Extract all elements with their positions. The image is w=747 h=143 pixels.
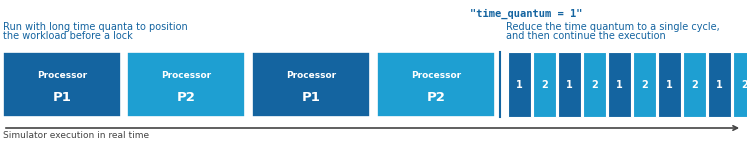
Bar xyxy=(3,52,121,117)
Bar xyxy=(583,52,606,117)
Text: Processor: Processor xyxy=(411,71,461,80)
Text: 1: 1 xyxy=(616,80,623,90)
Bar xyxy=(252,52,370,117)
Text: 1: 1 xyxy=(666,80,673,90)
Bar xyxy=(733,52,747,117)
Bar xyxy=(608,52,631,117)
Text: Processor: Processor xyxy=(286,71,336,80)
Bar xyxy=(508,52,531,117)
Text: the workload before a lock: the workload before a lock xyxy=(3,31,133,41)
Text: 1: 1 xyxy=(716,80,723,90)
Text: Processor: Processor xyxy=(161,71,211,80)
Text: P2: P2 xyxy=(427,91,445,104)
Text: 2: 2 xyxy=(541,80,548,90)
Bar xyxy=(708,52,731,117)
Bar xyxy=(533,52,556,117)
Text: 2: 2 xyxy=(691,80,698,90)
Text: "time_quantum = 1": "time_quantum = 1" xyxy=(470,9,583,19)
Text: Reduce the time quantum to a single cycle,: Reduce the time quantum to a single cycl… xyxy=(506,22,720,32)
Bar xyxy=(127,52,245,117)
Text: 2: 2 xyxy=(641,80,648,90)
Text: Simulator execution in real time: Simulator execution in real time xyxy=(3,131,149,140)
Bar xyxy=(683,52,706,117)
Text: Run with long time quanta to position: Run with long time quanta to position xyxy=(3,22,187,32)
Text: P1: P1 xyxy=(302,91,320,104)
Text: P1: P1 xyxy=(52,91,72,104)
Text: 2: 2 xyxy=(741,80,747,90)
Bar xyxy=(558,52,581,117)
Bar xyxy=(633,52,656,117)
Text: 1: 1 xyxy=(566,80,573,90)
Text: 2: 2 xyxy=(591,80,598,90)
Text: 1: 1 xyxy=(516,80,523,90)
Bar xyxy=(658,52,681,117)
Bar xyxy=(377,52,495,117)
Text: and then continue the execution: and then continue the execution xyxy=(506,31,666,41)
Text: Processor: Processor xyxy=(37,71,87,80)
Text: P2: P2 xyxy=(176,91,196,104)
